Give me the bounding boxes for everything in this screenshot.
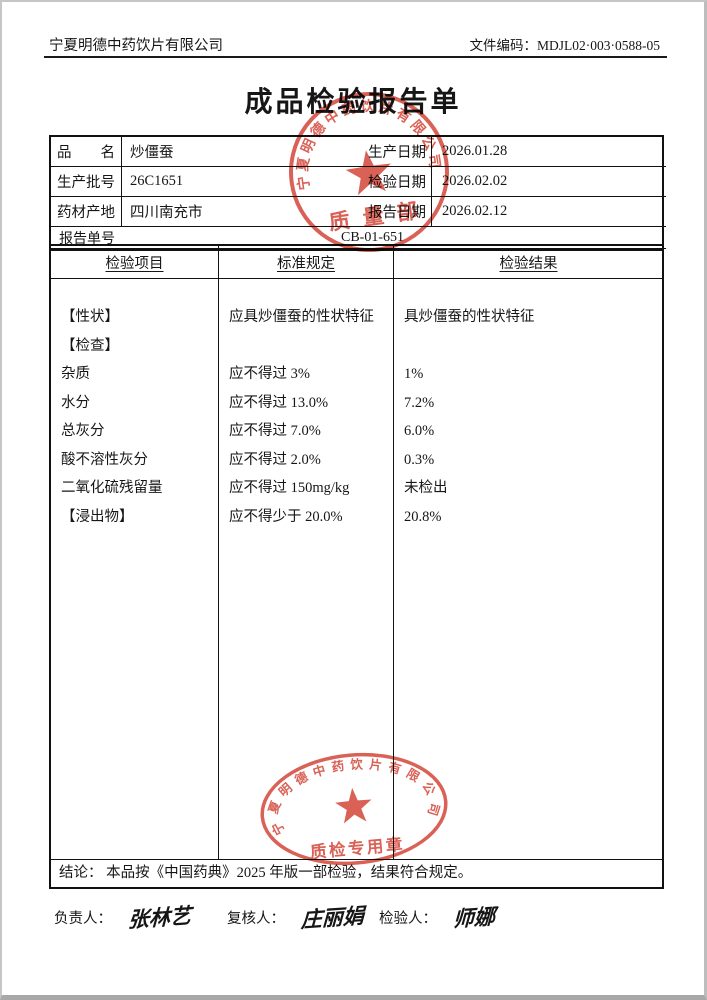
reviewer-signature: 庄丽娟 — [300, 902, 365, 933]
star-icon — [345, 150, 391, 196]
company-name: 宁夏明德中药饮片有限公司 — [49, 38, 223, 54]
item-cell: 二氧化硫残留量 — [61, 480, 163, 496]
result-cell — [404, 332, 663, 361]
result-column: 具炒僵蚕的性状特征 1% 7.2% 6.0% 0.3% 未检出 20.8% — [394, 279, 663, 859]
standard-cell — [229, 332, 393, 361]
production-date-label: 生产日期 — [368, 145, 426, 161]
inspector-signature-group: 检验人： 师娜 — [379, 902, 495, 932]
report-no-value: CB-01-651 — [341, 229, 404, 245]
item-cell: 酸不溶性灰分 — [61, 451, 148, 468]
qc-special-seal-stamp: 宁夏明德中药饮片有限公司 质检专用章 — [260, 750, 448, 866]
item-cell: 杂质 — [61, 366, 90, 382]
report-date-label: 报告日期 — [368, 205, 426, 221]
document-code: 文件编码：MDJL02·003·0588-05 — [469, 38, 661, 53]
col-header-standard: 标准规定 — [219, 246, 394, 279]
item-column: 【性状】 【检查】 杂质 水分 总灰分 酸不溶性灰分 二氧化硫残留量 【浸出物】 — [51, 279, 219, 859]
origin-label: 药材产地 — [51, 197, 122, 227]
inspection-table: 检验项目 标准规定 检验结果 【性状】 【检查】 杂质 水分 总灰分 酸不溶性灰… — [49, 244, 664, 889]
item-cell: 【性状】 — [61, 309, 119, 325]
standard-cell: 应不得过 2.0% — [229, 451, 321, 468]
item-cell: 水分 — [61, 394, 90, 411]
header-rule — [44, 56, 667, 58]
col-header-item: 检验项目 — [51, 246, 219, 279]
item-cell: 【检查】 — [61, 337, 119, 354]
standard-cell: 应具炒僵蚕的性状特征 — [229, 309, 374, 325]
result-cell: 6.0% — [404, 423, 435, 439]
result-cell: 20.8% — [404, 508, 442, 525]
standard-cell: 应不得过 13.0% — [229, 394, 329, 411]
batch-no-value: 26C1651 — [130, 173, 184, 189]
star-icon — [335, 787, 372, 824]
inspection-table-header: 检验项目 标准规定 检验结果 — [51, 246, 663, 279]
manager-signature-group: 负责人： 张林艺 — [54, 902, 192, 933]
result-cell: 7.2% — [404, 394, 435, 411]
result-cell: 0.3% — [404, 451, 435, 468]
product-name-label: 品 名 — [51, 137, 122, 167]
result-cell: 1% — [404, 366, 424, 382]
reviewer-signature-group: 复核人： 庄丽娟 — [227, 902, 365, 933]
item-cell: 总灰分 — [61, 423, 105, 439]
info-table: 品 名 炒僵蚕 生产日期 2026.01.28 生产批号 26C1651 检验日… — [49, 135, 666, 251]
batch-no-label: 生产批号 — [51, 167, 122, 197]
stamp-bottom-text: 质 量 部 — [327, 198, 423, 235]
standard-cell: 应不得过 150mg/kg — [229, 480, 350, 496]
manager-signature: 张林艺 — [127, 902, 192, 933]
standard-cell: 应不得过 3% — [229, 366, 310, 382]
standard-cell: 应不得少于 20.0% — [229, 508, 343, 525]
inspection-table-body: 【性状】 【检查】 杂质 水分 总灰分 酸不溶性灰分 二氧化硫残留量 【浸出物】… — [51, 279, 662, 859]
production-date-value: 2026.01.28 — [432, 137, 666, 167]
manager-label: 负责人： — [54, 910, 112, 927]
inspection-date-value: 2026.02.02 — [432, 167, 666, 197]
origin-value: 四川南充市 — [130, 205, 203, 221]
quality-department-stamp: 宁夏明德中药饮片有限公司 质 量 部 — [285, 88, 449, 252]
col-header-result: 检验结果 — [394, 246, 663, 279]
result-cell: 未检出 — [404, 480, 448, 496]
product-name-value: 炒僵蚕 — [130, 145, 174, 161]
report-no-label: 报告单号 — [59, 231, 115, 247]
standard-column: 应具炒僵蚕的性状特征 应不得过 3% 应不得过 13.0% 应不得过 7.0% … — [219, 279, 394, 859]
standard-cell: 应不得过 7.0% — [229, 423, 321, 439]
reviewer-label: 复核人： — [227, 910, 285, 927]
product-name-cell: 炒僵蚕 生产日期 — [122, 137, 432, 167]
result-cell: 具炒僵蚕的性状特征 — [404, 309, 535, 325]
report-date-value: 2026.02.12 — [432, 197, 666, 227]
inspector-label: 检验人： — [379, 910, 437, 927]
origin-cell: 四川南充市 报告日期 — [122, 197, 432, 227]
signature-row: 负责人： 张林艺 复核人： 庄丽娟 检验人： 师娜 — [49, 902, 664, 950]
conclusion-row: 结论： 本品按《中国药典》2025 年版一部检验，结果符合规定。 — [51, 859, 662, 887]
inspector-signature: 师娜 — [452, 903, 496, 932]
item-cell: 【浸出物】 — [61, 508, 134, 525]
